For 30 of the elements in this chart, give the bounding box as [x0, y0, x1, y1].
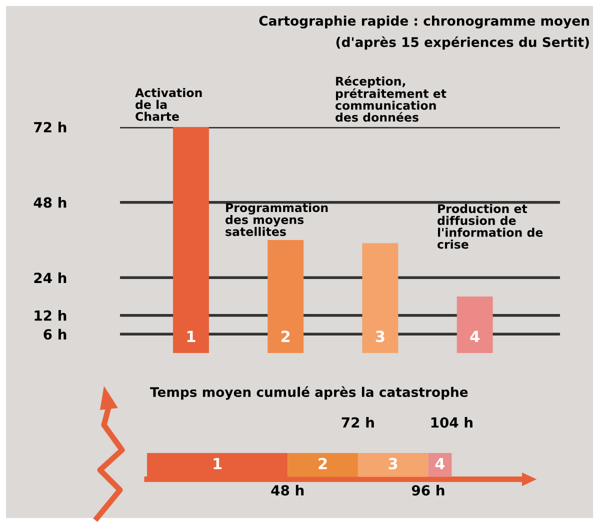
x-tick-label: 3	[376, 330, 384, 342]
bar	[268, 240, 304, 353]
bar	[358, 453, 428, 477]
text: Activation de la Charte	[135, 88, 202, 121]
x-tick-label: 4	[470, 330, 480, 342]
y-tick-label: 48 h	[34, 197, 66, 208]
bar	[456, 296, 493, 353]
chart-title: Temps moyen cumulé après la catastrophe	[150, 386, 468, 400]
x2-tick-label: 72 h	[342, 417, 374, 428]
x2-tick-label: 104 h	[431, 417, 472, 428]
y-tick-label: 6 h	[44, 328, 66, 340]
series-label: 2	[318, 458, 327, 470]
bar	[428, 453, 452, 477]
annotation: Production et diffusion de l'information de crise	[438, 204, 543, 249]
series-label: 4	[435, 458, 445, 470]
chart-title: Cartographie rapide : chronogramme moyen	[259, 16, 589, 28]
y-tick-label: 24 h	[34, 272, 66, 283]
x-tick-label: 2	[281, 330, 290, 342]
bar	[362, 243, 398, 353]
x-tick-label: 96 h	[412, 484, 444, 496]
y-tick-label: 72 h	[34, 122, 66, 132]
bar	[172, 127, 209, 353]
annotation: Programmation des moyens satellites	[226, 203, 328, 236]
text: Réception, prétraitement et communication des données	[336, 76, 446, 122]
y-tick-label: 12 h	[34, 310, 66, 321]
series-label: 1	[214, 458, 222, 470]
bar	[288, 453, 358, 477]
series-label: 3	[388, 458, 398, 470]
chart-subtitle: (d'après 15 expériences du Sertit)	[336, 36, 589, 50]
x-tick-label: 1	[187, 330, 196, 342]
